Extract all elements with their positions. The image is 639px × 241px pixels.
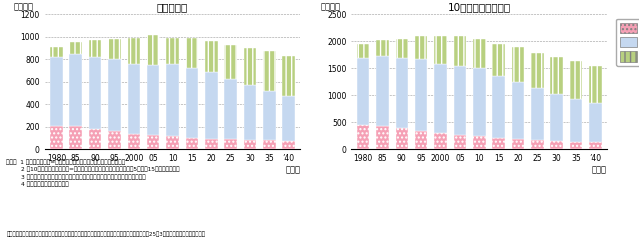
Bar — [454, 135, 466, 149]
Bar — [263, 51, 275, 91]
Bar — [376, 56, 389, 126]
Bar — [589, 142, 602, 149]
Bar — [147, 135, 160, 149]
Bar — [282, 141, 295, 149]
Bar — [70, 126, 82, 149]
Bar — [589, 103, 602, 142]
Legend: 年少人口, 生産年齢人口, 高齢人口: 年少人口, 生産年齢人口, 高齢人口 — [617, 19, 639, 66]
Bar — [282, 96, 295, 141]
Bar — [263, 141, 275, 149]
Title: 県庁所在市: 県庁所在市 — [157, 2, 188, 12]
Bar — [473, 68, 486, 136]
Bar — [89, 129, 102, 149]
Bar — [108, 39, 121, 59]
Bar — [50, 47, 63, 57]
Bar — [570, 61, 582, 99]
Bar — [128, 38, 140, 64]
Bar — [185, 68, 198, 138]
Bar — [205, 139, 217, 149]
Bar — [531, 140, 544, 149]
Bar — [376, 40, 389, 56]
Bar — [224, 139, 237, 149]
Bar — [435, 64, 447, 133]
Bar — [147, 35, 160, 65]
Bar — [492, 138, 505, 149]
Bar — [243, 85, 256, 140]
Bar — [128, 64, 140, 134]
Bar — [166, 64, 179, 136]
Bar — [589, 66, 602, 103]
Text: （年）: （年） — [592, 166, 607, 175]
Bar — [512, 47, 524, 82]
Bar — [435, 36, 447, 64]
Bar — [531, 53, 544, 88]
Bar — [512, 82, 524, 139]
Bar — [473, 39, 486, 68]
Bar — [205, 72, 217, 139]
Bar — [396, 128, 408, 149]
Bar — [550, 94, 563, 141]
Bar — [50, 126, 63, 149]
Bar — [166, 38, 179, 64]
Title: 10万人クラスの都市: 10万人クラスの都市 — [448, 2, 511, 12]
Bar — [243, 140, 256, 149]
Bar — [108, 131, 121, 149]
Bar — [224, 79, 237, 139]
Bar — [185, 38, 198, 68]
Text: （年）: （年） — [286, 166, 300, 175]
Bar — [108, 59, 121, 131]
Text: 資料）总務省「国勢調査」、国立社会保障・人口問題研究所「日本の地域別将来推計人口」（平成25年3月推計）より国土交通省作成: 資料）总務省「国勢調査」、国立社会保障・人口問題研究所「日本の地域別将来推計人口… — [6, 231, 205, 237]
Bar — [492, 44, 505, 76]
Bar — [243, 48, 256, 85]
Bar — [89, 57, 102, 129]
Bar — [224, 45, 237, 79]
Bar — [147, 65, 160, 135]
Bar — [205, 41, 217, 72]
Bar — [415, 59, 427, 131]
Bar — [454, 66, 466, 135]
Bar — [454, 36, 466, 66]
Bar — [376, 126, 389, 149]
Bar — [570, 99, 582, 142]
Bar — [415, 131, 427, 149]
Text: （万人）: （万人） — [321, 3, 341, 12]
Bar — [357, 44, 369, 58]
Bar — [396, 39, 408, 58]
Bar — [415, 36, 427, 59]
Bar — [512, 139, 524, 149]
Bar — [531, 88, 544, 140]
Bar — [70, 42, 82, 54]
Bar — [550, 141, 563, 149]
Bar — [357, 125, 369, 149]
Bar — [263, 91, 275, 141]
Bar — [185, 138, 198, 149]
Bar — [570, 142, 582, 149]
Bar — [166, 136, 179, 149]
Bar — [435, 133, 447, 149]
Bar — [473, 136, 486, 149]
Bar — [550, 57, 563, 94]
Bar — [396, 58, 408, 128]
Bar — [357, 58, 369, 125]
Bar — [492, 76, 505, 138]
Text: （万人）: （万人） — [14, 3, 34, 12]
Bar — [89, 40, 102, 57]
Bar — [282, 56, 295, 96]
Bar — [50, 57, 63, 126]
Text: （注）  1 「県庁所在市」=三大都市圈を除く、道県庁を有する市町村。
        2 「10万人クラスの都市」=三大都市圈、県庁所在市を除く、人口5万人～: （注） 1 「県庁所在市」=三大都市圈を除く、道県庁を有する市町村。 2 「10… — [6, 159, 180, 187]
Bar — [128, 134, 140, 149]
Bar — [70, 54, 82, 126]
